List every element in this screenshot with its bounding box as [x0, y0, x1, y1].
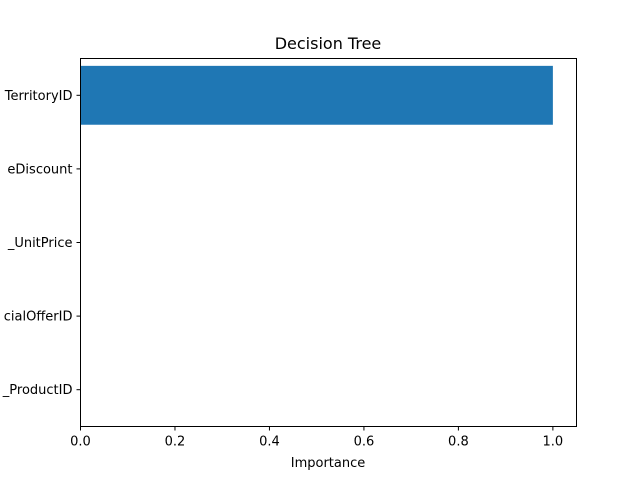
x-tick-label: 0.6: [354, 435, 375, 450]
x-tick-label: 0.2: [165, 435, 186, 450]
x-tick-label: 1.0: [543, 435, 564, 450]
y-tick-label: eDiscount: [7, 162, 72, 177]
x-axis-label: Importance: [291, 456, 366, 471]
x-axis-ticks: 0.0 0.2 0.4 0.6 0.8 1.0: [70, 426, 564, 450]
plot-area-frame: [80, 58, 577, 427]
y-axis-ticks: TerritoryID eDiscount _UnitPrice cialOfferI…: [2, 89, 81, 398]
chart-title: Decision Tree: [275, 34, 382, 53]
x-tick-label: 0.8: [448, 435, 469, 450]
y-tick-label: TerritoryID: [4, 89, 73, 104]
y-tick-label: cialOfferID: [4, 310, 73, 325]
x-tick-label: 0.4: [259, 435, 280, 450]
bar-territoryid: [80, 65, 553, 125]
y-tick-label: _UnitPrice: [7, 236, 73, 251]
bars-group: [80, 65, 553, 125]
y-tick-label: _ProductID: [2, 383, 73, 398]
x-tick-label: 0.0: [70, 435, 91, 450]
